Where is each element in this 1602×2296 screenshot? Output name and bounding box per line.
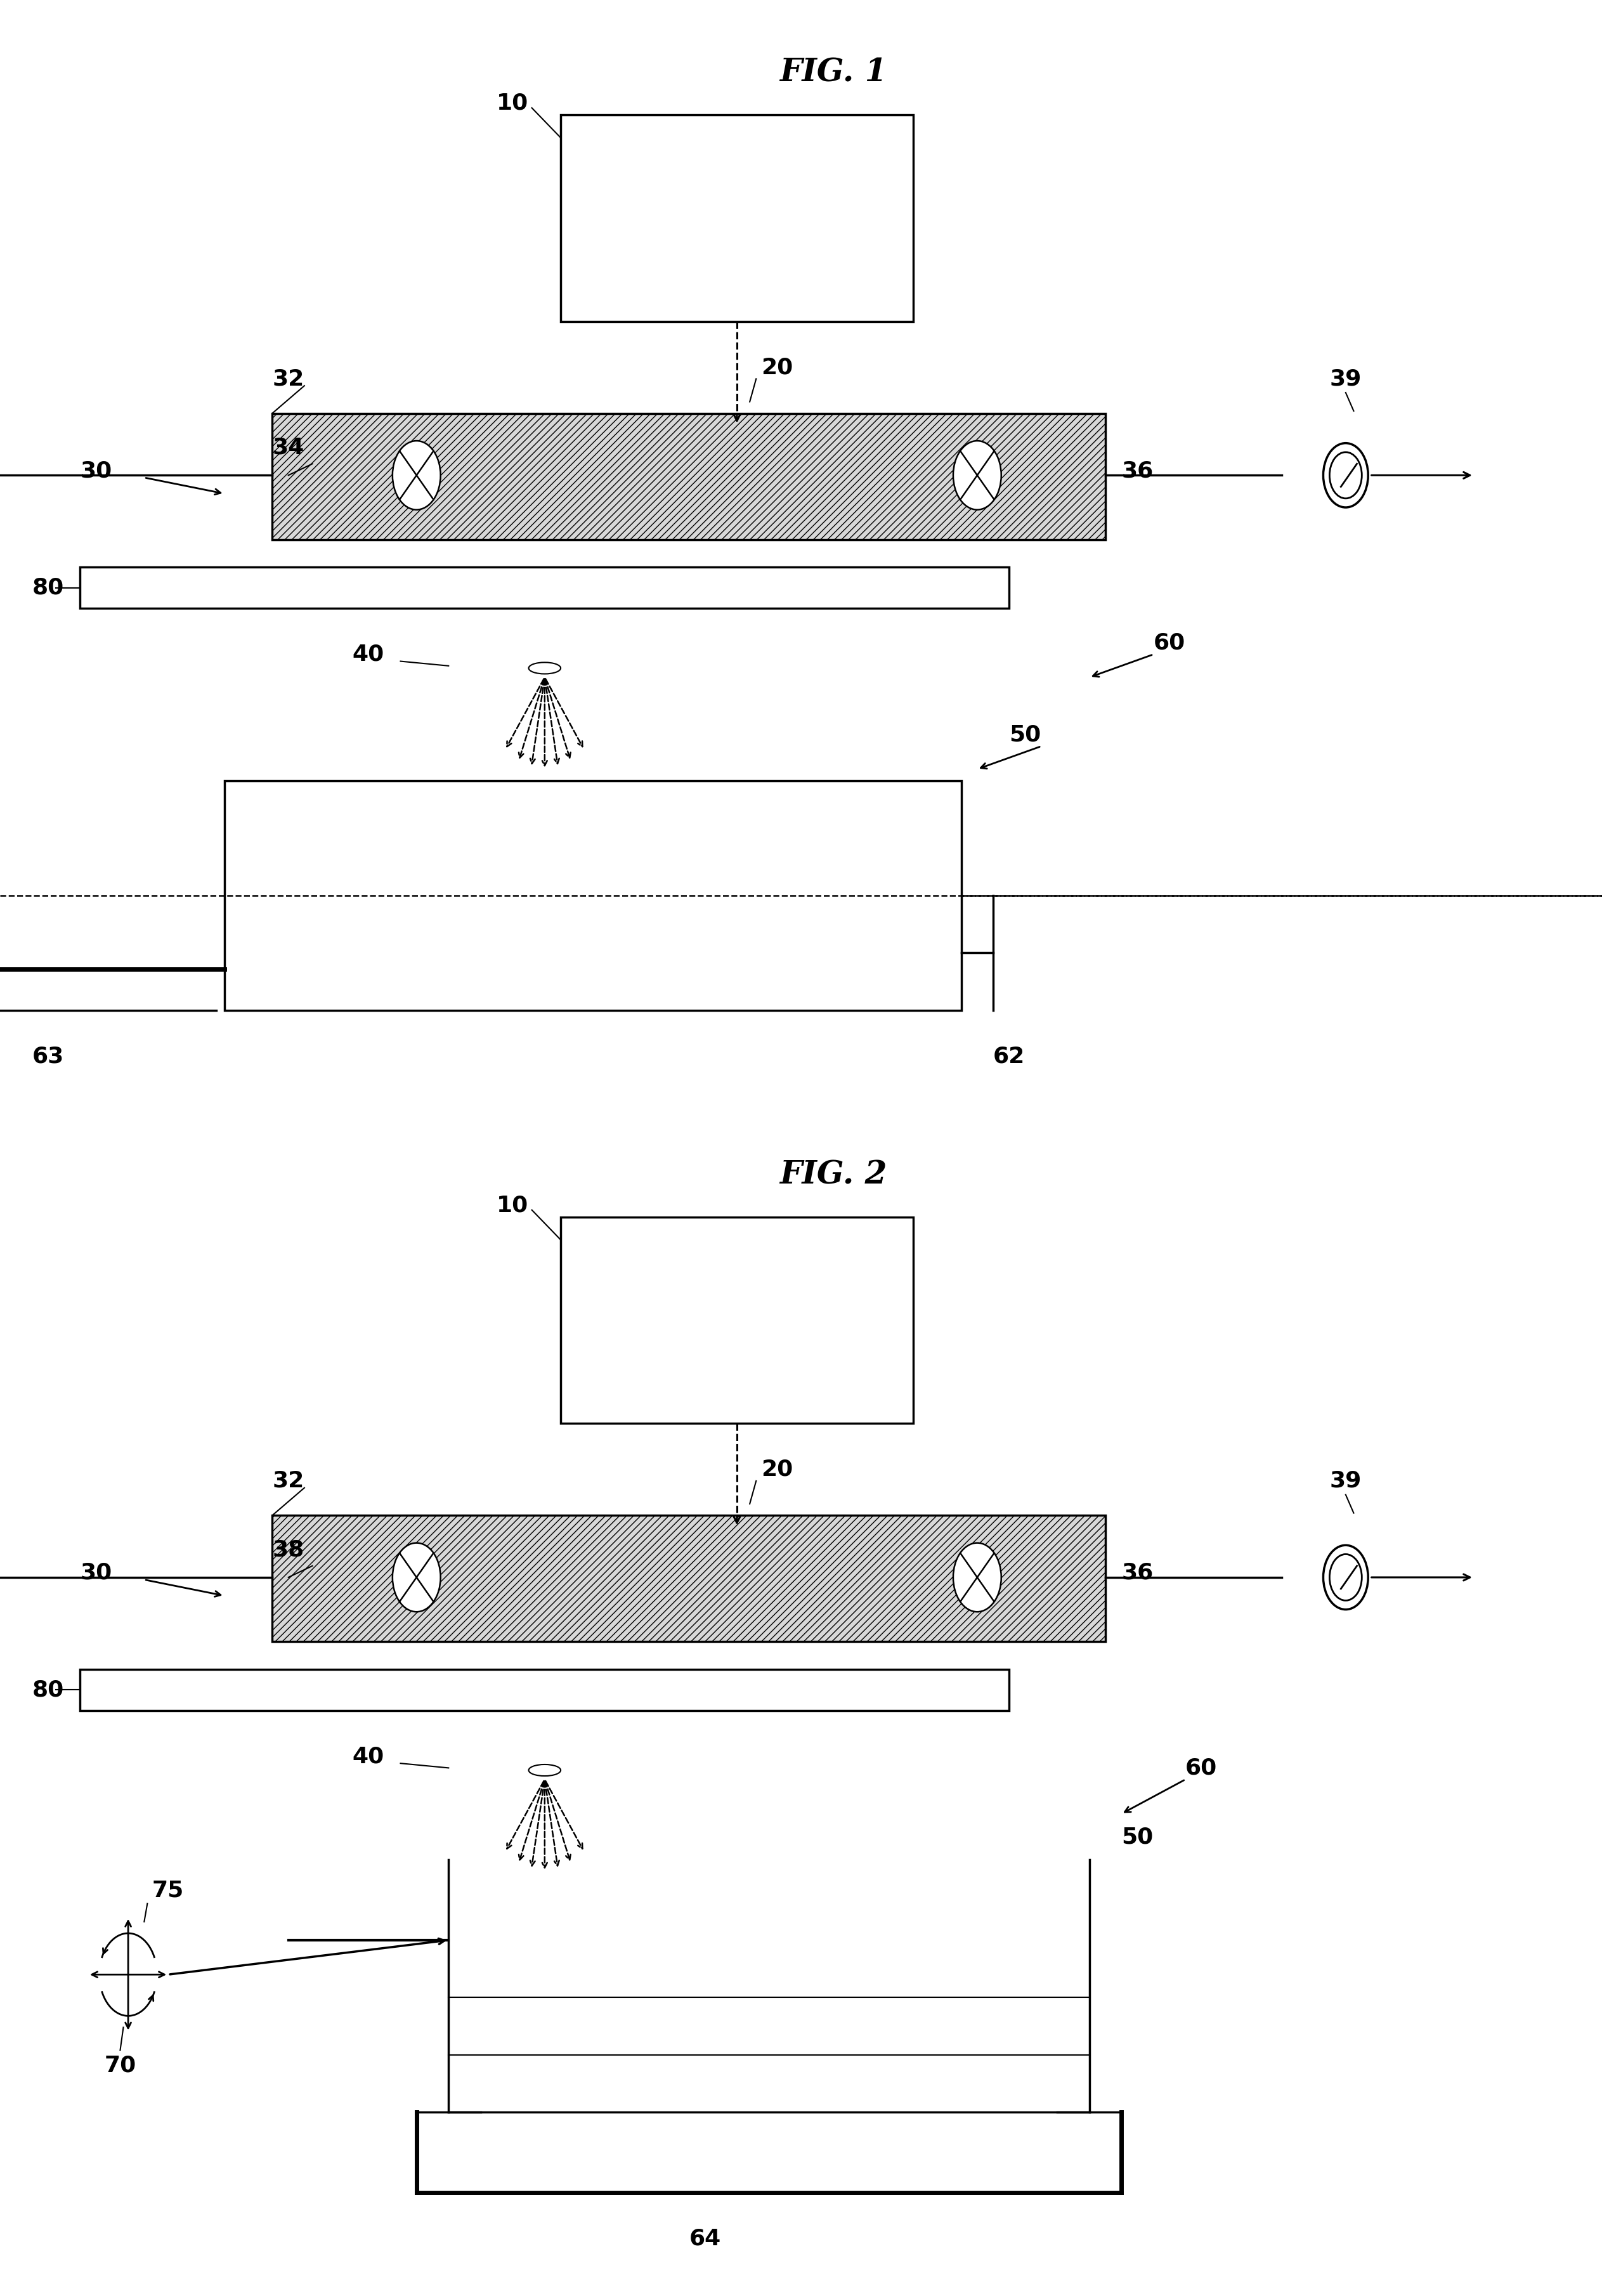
FancyBboxPatch shape (80, 1669, 1009, 1711)
Text: 64: 64 (689, 2227, 721, 2250)
Text: 38: 38 (272, 1538, 304, 1561)
Text: 32: 32 (272, 367, 304, 390)
Circle shape (953, 1543, 1001, 1612)
Text: 40: 40 (352, 643, 384, 666)
Text: 10: 10 (497, 92, 529, 115)
Text: 30: 30 (80, 459, 112, 482)
Text: 34: 34 (272, 436, 304, 459)
Text: 30: 30 (80, 1561, 112, 1584)
Text: FIG. 2: FIG. 2 (779, 1159, 888, 1192)
Circle shape (392, 1543, 441, 1612)
Text: 70: 70 (104, 2055, 136, 2076)
Text: 62: 62 (993, 1045, 1025, 1068)
Circle shape (953, 441, 1001, 510)
Text: 36: 36 (1121, 1561, 1153, 1584)
FancyBboxPatch shape (272, 1515, 1105, 1642)
Circle shape (1330, 452, 1362, 498)
FancyBboxPatch shape (561, 115, 913, 321)
Text: 20: 20 (761, 356, 793, 379)
Text: 80: 80 (32, 1678, 64, 1701)
Text: 39: 39 (1330, 367, 1362, 390)
Text: 60: 60 (1185, 1756, 1218, 1779)
Text: FIG. 1: FIG. 1 (779, 57, 888, 90)
Circle shape (1330, 1554, 1362, 1600)
FancyBboxPatch shape (80, 567, 1009, 608)
FancyBboxPatch shape (224, 781, 961, 1010)
Text: 50: 50 (1121, 1825, 1153, 1848)
Text: 50: 50 (1009, 723, 1041, 746)
Ellipse shape (529, 661, 561, 675)
Circle shape (392, 441, 441, 510)
Text: 60: 60 (1153, 631, 1185, 654)
Text: 20: 20 (761, 1458, 793, 1481)
Text: 63: 63 (32, 1045, 64, 1068)
Ellipse shape (529, 1766, 561, 1777)
Circle shape (1323, 443, 1368, 507)
Text: 39: 39 (1330, 1469, 1362, 1492)
FancyBboxPatch shape (272, 413, 1105, 540)
Text: 75: 75 (152, 1880, 184, 1901)
FancyBboxPatch shape (561, 1217, 913, 1424)
Text: 80: 80 (32, 576, 64, 599)
Text: 40: 40 (352, 1745, 384, 1768)
Text: 32: 32 (272, 1469, 304, 1492)
Circle shape (1323, 1545, 1368, 1609)
Text: 36: 36 (1121, 459, 1153, 482)
Text: 10: 10 (497, 1194, 529, 1217)
